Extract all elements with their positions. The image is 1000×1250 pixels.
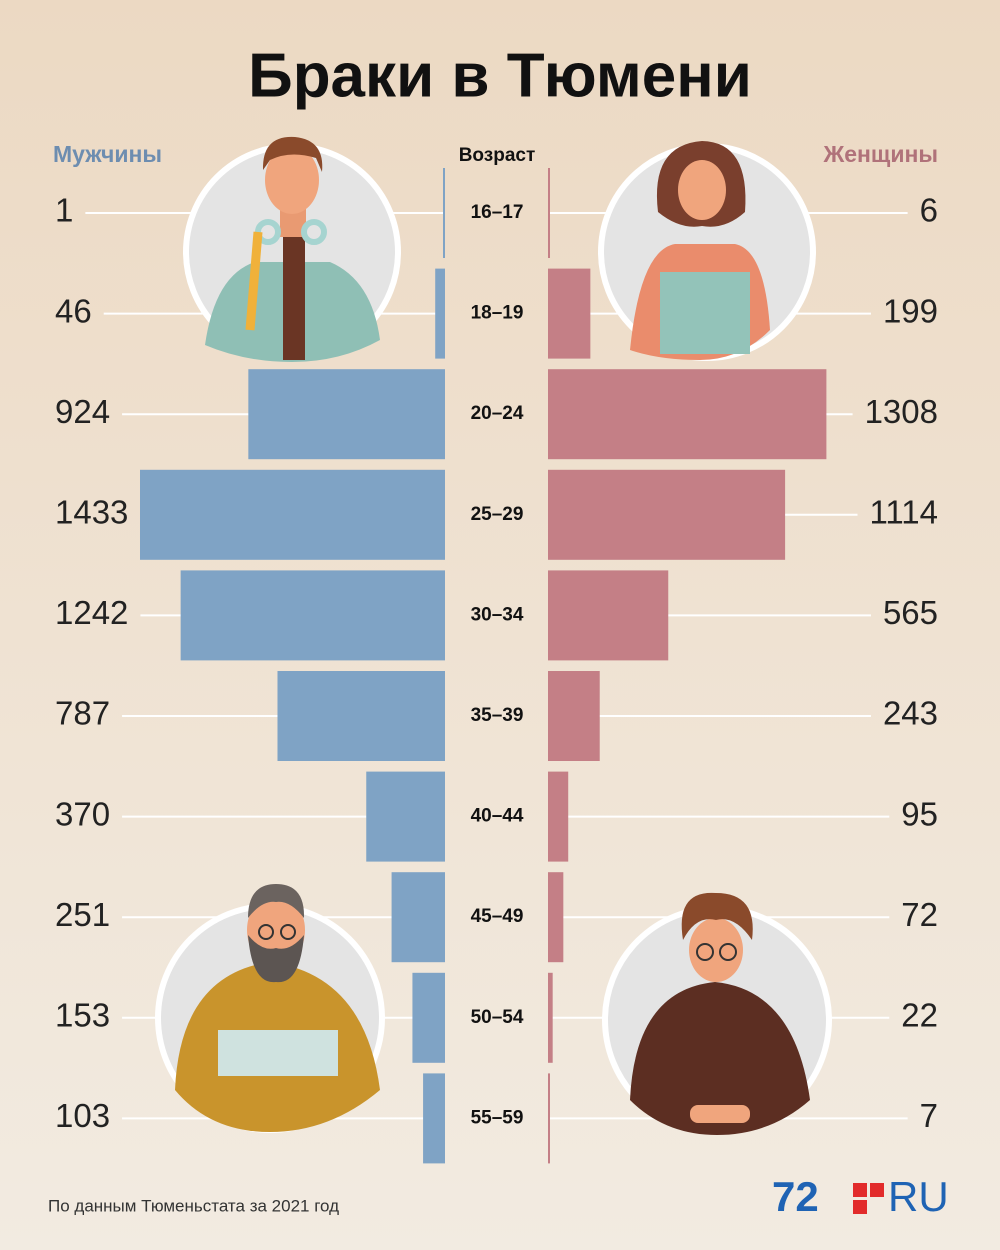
bar bbox=[412, 972, 445, 1063]
legend-men: Мужчины bbox=[53, 141, 162, 167]
bar bbox=[548, 168, 550, 258]
older-man bbox=[155, 884, 385, 1133]
older-woman bbox=[602, 892, 832, 1135]
category-label: 45–49 bbox=[471, 906, 524, 927]
bars: 16–17 1 6 18–19 46 199 20–24 924 1308 25–29 1433 11… bbox=[55, 168, 938, 1164]
category-label: Возраст bbox=[459, 145, 536, 166]
young-man bbox=[183, 136, 401, 362]
illustrations bbox=[155, 136, 832, 1135]
value-label: 243 bbox=[883, 695, 938, 732]
value-label: 565 bbox=[883, 594, 938, 631]
bar bbox=[548, 771, 569, 862]
value-label: 787 bbox=[55, 695, 110, 732]
value-label: 72 bbox=[901, 896, 938, 933]
value-label: 95 bbox=[901, 795, 938, 832]
bar bbox=[443, 168, 445, 258]
logo-square bbox=[853, 1200, 867, 1214]
bar bbox=[180, 570, 446, 661]
value-label: 6 bbox=[920, 192, 938, 229]
category-label: 50–54 bbox=[471, 1007, 524, 1028]
logo-square bbox=[853, 1183, 867, 1197]
value-label: 1433 bbox=[55, 494, 128, 531]
category-label: 35–39 bbox=[471, 705, 524, 726]
bar bbox=[548, 972, 553, 1063]
value-label: 1114 bbox=[869, 494, 938, 531]
category-label: 18–19 bbox=[471, 303, 524, 324]
bar bbox=[548, 1073, 550, 1164]
bar bbox=[248, 369, 445, 460]
bar bbox=[548, 872, 564, 963]
value-label: 46 bbox=[55, 292, 92, 329]
young-woman bbox=[598, 141, 816, 361]
bar bbox=[548, 268, 591, 359]
bar bbox=[548, 671, 600, 761]
logo: 72 RU bbox=[772, 1173, 949, 1220]
bar bbox=[277, 671, 445, 761]
value-label: 924 bbox=[55, 393, 110, 430]
source: По данным Тюменьстата за 2021 год bbox=[48, 1196, 339, 1215]
value-label: 22 bbox=[901, 997, 938, 1034]
legend-women: Женщины bbox=[822, 141, 938, 167]
category-label: 30–34 bbox=[471, 604, 524, 625]
category-label: 16–17 bbox=[471, 202, 524, 223]
category-label: 55–59 bbox=[471, 1107, 524, 1128]
bar bbox=[391, 872, 445, 963]
bar bbox=[140, 469, 445, 560]
value-label: 370 bbox=[55, 795, 110, 832]
bar bbox=[366, 771, 445, 862]
value-label: 251 bbox=[55, 896, 110, 933]
value-label: 7 bbox=[920, 1097, 938, 1134]
logo-square bbox=[870, 1183, 884, 1197]
bar bbox=[548, 570, 669, 661]
value-label: 153 bbox=[55, 997, 110, 1034]
category-label: 25–29 bbox=[471, 504, 524, 525]
category-label: 20–24 bbox=[471, 403, 524, 424]
value-label: 199 bbox=[883, 292, 938, 329]
logo-number: 72 bbox=[772, 1173, 819, 1220]
value-label: 1242 bbox=[55, 594, 128, 631]
value-label: 103 bbox=[55, 1097, 110, 1134]
chart-title: Браки в Тюмени bbox=[248, 41, 752, 110]
category-label: 40–44 bbox=[471, 806, 524, 827]
bar bbox=[435, 268, 445, 359]
value-label: 1308 bbox=[865, 393, 938, 430]
logo-suffix: RU bbox=[888, 1173, 949, 1220]
bar bbox=[548, 469, 786, 560]
bar bbox=[548, 369, 827, 460]
bar bbox=[423, 1073, 445, 1164]
value-label: 1 bbox=[55, 192, 73, 229]
